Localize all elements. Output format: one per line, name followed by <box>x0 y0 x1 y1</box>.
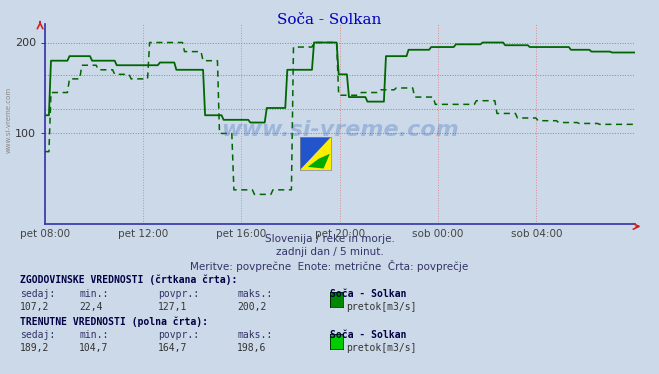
Text: ZGODOVINSKE VREDNOSTI (črtkana črta):: ZGODOVINSKE VREDNOSTI (črtkana črta): <box>20 275 237 285</box>
Polygon shape <box>308 154 330 169</box>
Text: 104,7: 104,7 <box>79 343 109 353</box>
Text: 164,7: 164,7 <box>158 343 188 353</box>
Text: 198,6: 198,6 <box>237 343 267 353</box>
Text: Slovenija / reke in morje.: Slovenija / reke in morje. <box>264 234 395 244</box>
Text: www.si-vreme.com: www.si-vreme.com <box>5 87 11 153</box>
Text: TRENUTNE VREDNOSTI (polna črta):: TRENUTNE VREDNOSTI (polna črta): <box>20 316 208 327</box>
Polygon shape <box>300 137 331 170</box>
Text: min.:: min.: <box>79 289 109 299</box>
Text: zadnji dan / 5 minut.: zadnji dan / 5 minut. <box>275 247 384 257</box>
Text: Soča - Solkan: Soča - Solkan <box>330 330 406 340</box>
Text: pretok[m3/s]: pretok[m3/s] <box>346 302 416 312</box>
Text: www.si-vreme.com: www.si-vreme.com <box>221 120 459 140</box>
Text: maks.:: maks.: <box>237 330 272 340</box>
Text: Soča - Solkan: Soča - Solkan <box>330 289 406 299</box>
Text: pretok[m3/s]: pretok[m3/s] <box>346 343 416 353</box>
Text: povpr.:: povpr.: <box>158 330 199 340</box>
Text: povpr.:: povpr.: <box>158 289 199 299</box>
Polygon shape <box>300 137 331 170</box>
Text: sedaj:: sedaj: <box>20 289 55 299</box>
Text: 127,1: 127,1 <box>158 302 188 312</box>
Text: min.:: min.: <box>79 330 109 340</box>
Text: Soča - Solkan: Soča - Solkan <box>277 13 382 27</box>
Text: 22,4: 22,4 <box>79 302 103 312</box>
Text: maks.:: maks.: <box>237 289 272 299</box>
Text: 107,2: 107,2 <box>20 302 49 312</box>
Text: sedaj:: sedaj: <box>20 330 55 340</box>
Text: Meritve: povprečne  Enote: metrične  Črta: povprečje: Meritve: povprečne Enote: metrične Črta:… <box>190 260 469 272</box>
Text: 200,2: 200,2 <box>237 302 267 312</box>
Text: 189,2: 189,2 <box>20 343 49 353</box>
